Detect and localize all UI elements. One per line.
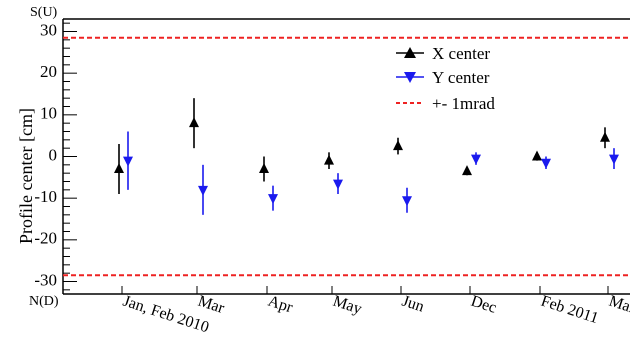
y-ticks: -30 -20 -10 0 10 20 30 (34, 20, 77, 291)
legend-x-center-marker (404, 47, 416, 58)
x-tick-label: Mar (196, 293, 227, 318)
data-point (462, 165, 472, 176)
data-point (268, 194, 278, 205)
legend-y-center: Y center (396, 68, 490, 87)
x-tick-label: Apr (266, 293, 296, 317)
data-point (471, 154, 481, 165)
y-tick-label: 30 (40, 20, 57, 39)
y-tick-label: 20 (40, 62, 57, 81)
data-point (333, 179, 343, 190)
y-tick-label: -30 (34, 270, 57, 289)
series-1 (123, 131, 619, 215)
series-0 (114, 98, 610, 194)
y-tick-label: -10 (34, 187, 57, 206)
legend-x-center: X center (396, 44, 490, 63)
top-edge-label: S(U) (30, 5, 58, 20)
data-point (541, 158, 551, 169)
data-point (393, 140, 403, 151)
plot-frame (62, 18, 630, 295)
y-tick-label: 10 (40, 104, 57, 123)
data-point (123, 156, 133, 167)
data-point (609, 154, 619, 165)
x-tick-label: Feb 2011 (539, 293, 601, 328)
legend-y-center-marker (404, 72, 416, 83)
data-point (259, 163, 269, 173)
y-tick-label: 0 (49, 145, 58, 164)
x-tick-label: Jun (400, 293, 426, 316)
reference-lines (63, 36, 630, 277)
bottom-edge-label: N(D) (29, 294, 59, 309)
data-point (114, 163, 124, 173)
x-tick-label: Jan, Feb 2010 (121, 293, 211, 337)
data-point (402, 196, 412, 207)
legend-x-center-label: X center (432, 44, 490, 63)
data-point (324, 154, 334, 165)
x-tick-label: Mar (607, 293, 630, 318)
data-point (189, 117, 199, 128)
legend-y-center-label: Y center (432, 68, 490, 87)
data-point (600, 131, 610, 142)
data-markers (114, 98, 619, 215)
data-point (198, 185, 208, 196)
x-tick-label: May (331, 293, 364, 318)
legend-1mrad: +- 1mrad (396, 94, 495, 113)
y-tick-label: -20 (34, 229, 57, 248)
legend-1mrad-label: +- 1mrad (432, 94, 495, 113)
legend: X center Y center +- 1mrad (396, 44, 495, 113)
data-point (532, 150, 542, 161)
y-axis-label: Profile center [cm] (16, 108, 36, 244)
x-tick-label: Dec (469, 293, 499, 317)
